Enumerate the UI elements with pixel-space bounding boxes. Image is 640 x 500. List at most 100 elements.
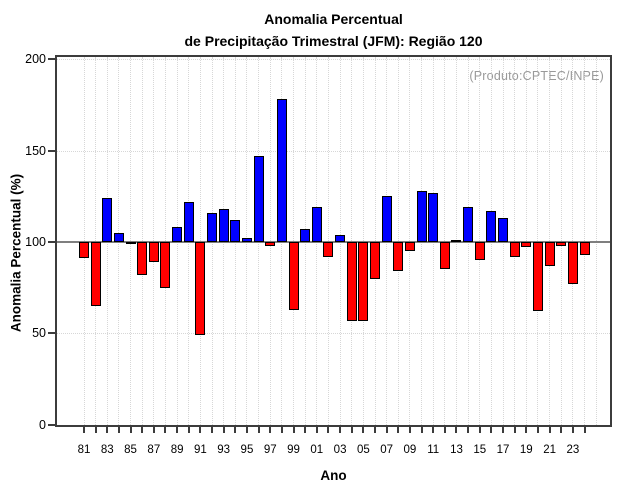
x-tick-label: 89	[170, 444, 184, 456]
bar	[207, 212, 218, 242]
bar	[195, 242, 206, 336]
bar	[335, 234, 346, 242]
bar	[288, 242, 299, 310]
y-tick-label: 150	[25, 143, 46, 158]
y-axis-tick	[48, 241, 55, 243]
x-axis-tick	[502, 427, 505, 433]
x-tick-label: 85	[124, 444, 137, 456]
bar	[404, 242, 415, 252]
x-axis-tick	[327, 427, 330, 433]
bar	[102, 198, 113, 242]
x-axis-tick	[304, 427, 307, 433]
x-axis-tick	[129, 427, 132, 433]
x-tick-label: 03	[333, 444, 347, 456]
x-axis-tick	[455, 427, 458, 433]
bar	[521, 242, 532, 248]
bar	[474, 242, 485, 261]
x-axis-tick	[199, 427, 202, 433]
bar	[439, 242, 450, 270]
x-axis-tick	[408, 427, 411, 433]
x-tick-label: 05	[356, 444, 370, 456]
chart-title-line1: Anomalia Percentual	[264, 11, 403, 27]
x-tick-label: 15	[473, 444, 487, 456]
x-axis-tick	[234, 427, 237, 433]
bar	[532, 242, 543, 312]
x-axis-tick	[211, 427, 214, 433]
bar	[567, 242, 578, 285]
bar	[137, 242, 148, 275]
y-axis-tick	[48, 149, 55, 152]
bar	[428, 192, 439, 242]
x-tick-label: 23	[566, 444, 580, 456]
bar	[544, 242, 555, 266]
x-axis-tick	[432, 427, 435, 433]
bar	[241, 238, 252, 242]
chart-title-line2: de Precipitação Trimestral (JFM): Região…	[184, 33, 483, 49]
x-tick-label: 95	[240, 444, 254, 456]
x-axis-tick	[513, 427, 516, 433]
x-tick-label: 81	[77, 444, 91, 456]
bar	[253, 156, 264, 242]
y-axis-title: Anomalia Percentual (%)	[8, 173, 24, 333]
x-axis-tick	[467, 427, 470, 433]
x-tick-label: 13	[450, 444, 463, 456]
bar	[346, 242, 357, 321]
x-tick-label: 21	[543, 444, 556, 456]
plot-area: (Produto:CPTEC/INPE)	[57, 57, 610, 425]
y-axis-tick	[48, 423, 55, 426]
x-axis-title: Ano	[320, 468, 347, 483]
x-tick-label: 17	[496, 444, 510, 456]
x-axis-tick	[490, 427, 493, 433]
plot-frame: (Produto:CPTEC/INPE)	[55, 55, 612, 427]
y-axis-tick	[48, 332, 55, 335]
bar	[381, 196, 392, 242]
bar	[451, 240, 462, 243]
bar	[90, 242, 101, 306]
bar	[370, 242, 380, 279]
bar	[125, 242, 136, 244]
x-axis-tick	[339, 427, 342, 433]
bar	[183, 201, 194, 242]
x-axis-tick	[83, 427, 85, 433]
bar	[358, 242, 369, 321]
x-axis-tick	[164, 427, 167, 433]
x-axis-tick	[350, 427, 353, 433]
x-axis-tick	[443, 427, 446, 433]
bar	[79, 242, 89, 259]
x-tick-label: 93	[217, 444, 231, 456]
x-axis-tick	[292, 427, 295, 433]
x-axis-tick	[141, 427, 144, 433]
x-tick-label: 19	[519, 444, 533, 456]
x-axis-tick	[315, 427, 318, 433]
x-axis-tick	[374, 427, 376, 433]
x-axis-tick	[385, 427, 388, 433]
gridline-horizontal	[57, 150, 610, 152]
baseline-100	[57, 241, 610, 243]
y-tick-label: 50	[32, 326, 46, 341]
x-tick-label: 91	[193, 444, 207, 456]
x-axis-tick	[420, 427, 423, 433]
y-tick-label: 100	[25, 235, 46, 249]
bar	[393, 242, 404, 272]
x-tick-label: 99	[287, 444, 300, 456]
x-axis-tick	[536, 427, 539, 433]
bar	[160, 242, 171, 288]
gridline-horizontal	[57, 333, 610, 335]
x-tick-label: 11	[427, 444, 440, 456]
bar	[509, 242, 520, 257]
x-axis-tick	[560, 427, 563, 433]
x-axis-tick	[176, 427, 179, 433]
bar	[230, 220, 241, 242]
x-tick-label: 01	[310, 444, 324, 456]
x-axis-tick	[571, 427, 574, 433]
x-axis-tick	[187, 427, 190, 433]
bar	[113, 232, 124, 242]
x-axis-tick	[478, 427, 481, 433]
x-axis-tick	[245, 427, 248, 433]
x-tick-label: 09	[403, 444, 417, 456]
x-axis-tick	[583, 427, 586, 433]
x-tick-label: 87	[147, 444, 161, 456]
bar	[218, 209, 229, 242]
y-tick-label: 0	[39, 417, 46, 432]
y-tick-label: 200	[25, 52, 46, 67]
